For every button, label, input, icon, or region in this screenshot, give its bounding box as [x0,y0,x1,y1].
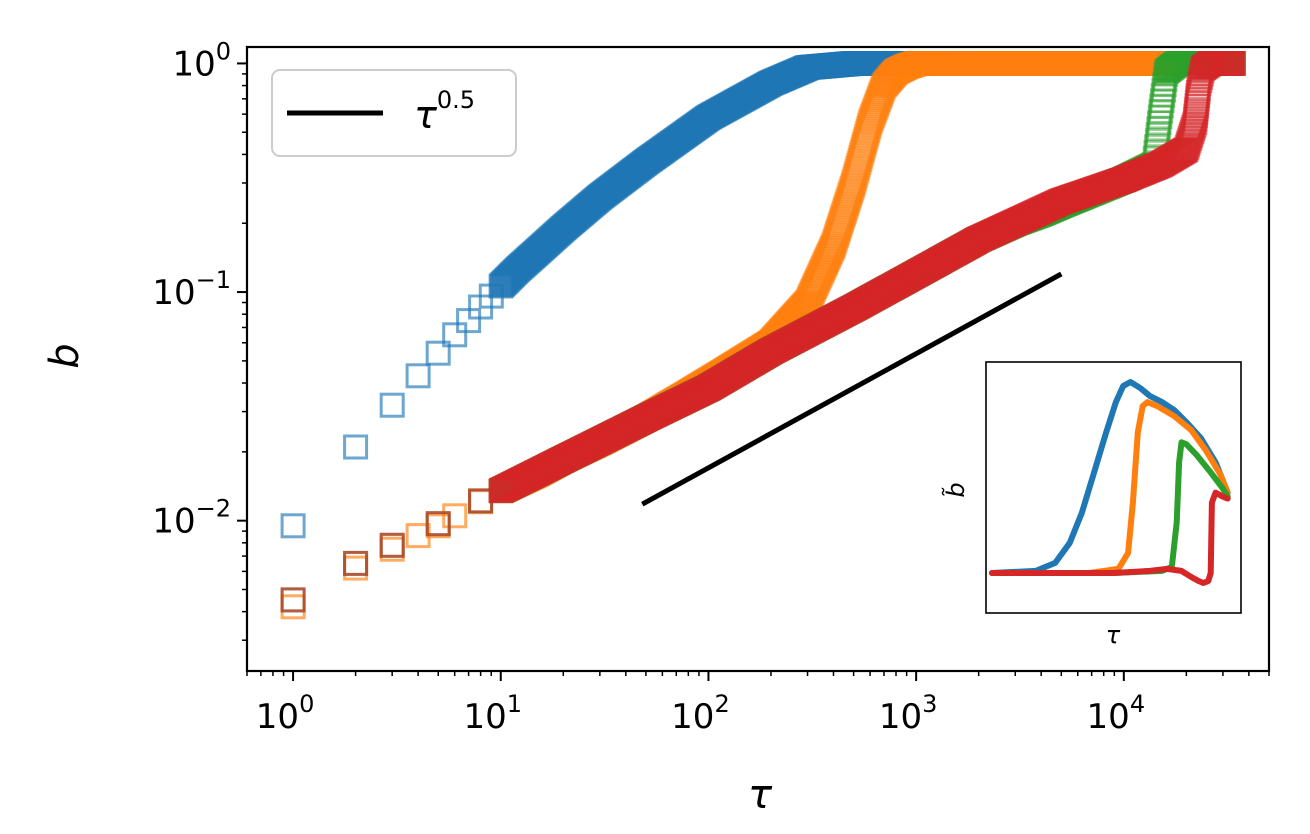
legend-box [271,69,517,157]
series-4-point [468,488,494,514]
y-tick-base: 10 [172,44,215,84]
x-tick-base: 10 [879,697,922,737]
series-1-point [343,434,369,460]
x-tick-label: 102 [671,690,730,737]
series-4-point [280,587,306,613]
plot-frame [245,45,1271,673]
y-tick-exponent: 0 [216,37,231,65]
series-3-point [468,488,494,514]
inset-chart: τ b̃ [942,361,1242,649]
x-tick-exponent: 2 [714,690,729,718]
series-4-point [1221,51,1246,76]
x-tick-exponent: 3 [922,690,937,718]
x-tick-base: 10 [671,697,714,737]
series-2-point [442,503,468,529]
series-2-point [280,594,306,620]
series-2-point [468,489,494,515]
x-tick-exponent: 4 [1130,690,1145,718]
series-4-point [343,550,369,576]
x-tick-exponent: 0 [299,690,314,718]
y-tick-label: 10−1 [152,266,231,313]
series-1-point [379,392,405,418]
inset-x-label: τ [1106,621,1121,649]
series-4 [280,51,1246,613]
series-4-point [425,511,451,537]
y-tick-exponent: −1 [196,266,231,294]
legend-label: τ0.5 [414,86,475,137]
legend-label-exponent: 0.5 [437,86,475,114]
x-tick-label: 103 [879,690,938,737]
series-4-point [379,532,405,558]
x-tick-base: 10 [463,697,506,737]
x-tick-exponent: 1 [507,690,522,718]
x-tick-base: 10 [1087,697,1130,737]
x-axis-label: τ [748,772,773,818]
x-tick-label: 104 [1087,690,1146,737]
inset-line-4 [989,489,1231,586]
reference-line-tau-0.5 [641,271,1063,507]
legend-label-base: τ [414,93,438,137]
x-tick-label: 100 [256,690,315,737]
y-tick-exponent: −2 [196,495,231,523]
inset-y-label: b̃ [942,482,970,497]
legend: τ0.5 [271,69,517,157]
plot-marks [280,51,1246,620]
inset-line-2 [989,399,1231,576]
series-1-point [280,513,306,539]
y-axis-label: b [42,343,88,368]
y-tick-base: 10 [152,273,195,313]
y-tick-label: 100 [172,37,231,84]
series-1-point [425,340,451,366]
y-tick-base: 10 [152,502,195,542]
series-1-point [405,363,431,389]
inset-lines [989,379,1231,586]
y-tick-label: 10−2 [152,495,231,542]
x-tick-base: 10 [256,697,299,737]
x-tick-label: 101 [463,690,522,737]
series-1-point [442,322,468,348]
series-3-point [280,587,306,613]
